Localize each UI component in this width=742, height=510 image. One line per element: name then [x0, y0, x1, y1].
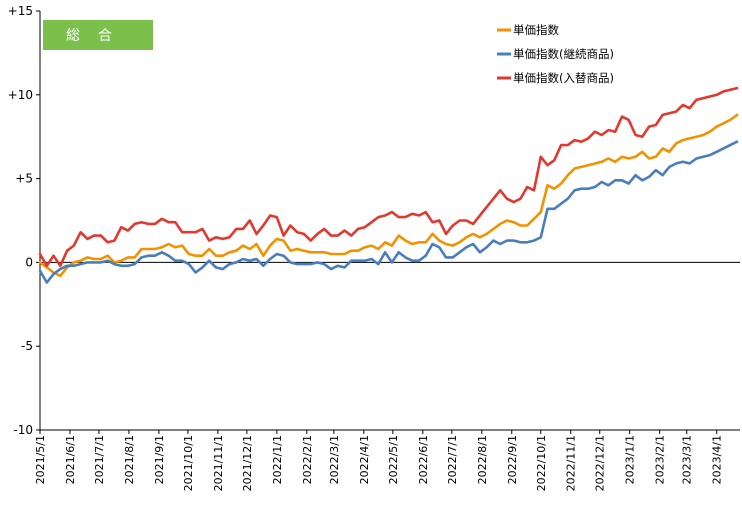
x-tick-label: 2022/5/1 — [387, 435, 400, 484]
y-tick-label: -10 — [13, 423, 33, 437]
x-tick-label: 2022/11/1 — [565, 435, 578, 491]
x-tick-label: 2022/9/1 — [506, 435, 519, 484]
chart-series — [38, 86, 739, 284]
x-tick-label: 2022/12/1 — [594, 435, 607, 491]
series-line-1 — [38, 113, 739, 278]
x-tick-label: 2022/7/1 — [446, 435, 459, 484]
series-line-2 — [38, 140, 739, 284]
category-badge-text: 総合 — [66, 28, 130, 44]
x-tick-label: 2022/2/1 — [301, 435, 314, 484]
x-tick-label: 2023/4/1 — [711, 435, 724, 484]
x-tick-label: 2022/6/1 — [417, 435, 430, 484]
y-tick-label: -5 — [21, 339, 33, 353]
x-tick-label: 2022/10/1 — [535, 435, 548, 491]
x-tick-label: 2021/7/1 — [93, 435, 106, 484]
y-tick-label: +15 — [8, 4, 33, 18]
x-tick-label: 2021/10/1 — [182, 435, 195, 491]
x-tick-label: 2022/8/1 — [476, 435, 489, 484]
legend-label: 単価指数 — [513, 23, 559, 37]
x-tick-label: 2021/9/1 — [153, 435, 166, 484]
category-badge: 総合 — [43, 20, 153, 50]
x-tick-label: 2021/11/1 — [212, 435, 225, 491]
x-tick-label: 2022/1/1 — [271, 435, 284, 484]
x-tick-label: 2021/5/1 — [34, 435, 47, 484]
x-tick-label: 2021/8/1 — [123, 435, 136, 484]
y-tick-label: +5 — [15, 172, 33, 186]
legend-label: 単価指数(入替商品) — [513, 71, 614, 85]
x-tick-label: 2023/1/1 — [624, 435, 637, 484]
x-tick-label: 2021/6/1 — [64, 435, 77, 484]
y-tick-label: 0 — [25, 255, 33, 269]
x-tick-label: 2022/4/1 — [358, 435, 371, 484]
x-tick-label: 2021/12/1 — [241, 435, 254, 491]
x-tick-label: 2023/3/1 — [681, 435, 694, 484]
category-badge-bg — [43, 20, 153, 50]
legend-label: 単価指数(継続商品) — [513, 47, 614, 61]
y-tick-label: +10 — [8, 88, 33, 102]
x-tick-label: 2022/3/1 — [328, 435, 341, 484]
series-line-3 — [38, 86, 739, 268]
x-tick-label: 2023/2/1 — [654, 435, 667, 484]
